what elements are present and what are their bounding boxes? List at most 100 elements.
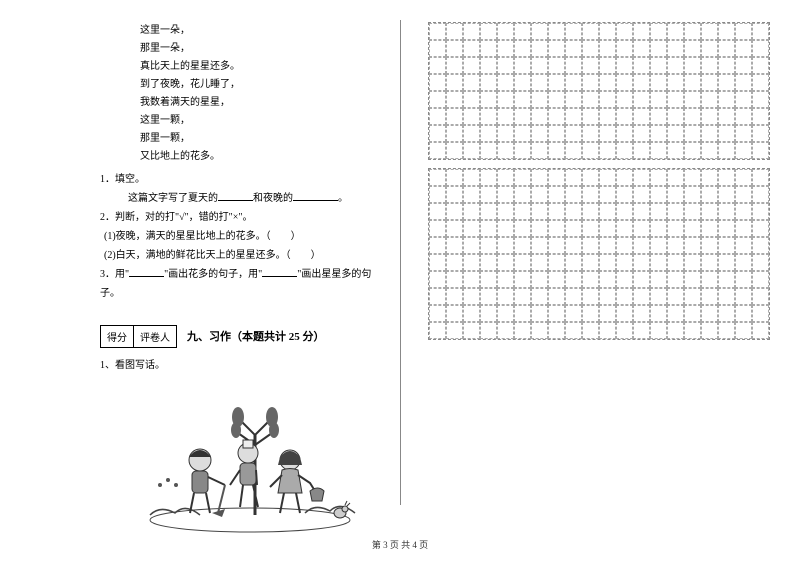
grid-cell[interactable] <box>582 288 599 305</box>
grid-cell[interactable] <box>684 74 701 91</box>
grid-cell[interactable] <box>565 57 582 74</box>
grid-cell[interactable] <box>565 23 582 40</box>
grid-cell[interactable] <box>497 288 514 305</box>
grid-cell[interactable] <box>531 23 548 40</box>
grid-cell[interactable] <box>701 125 718 142</box>
grid-cell[interactable] <box>582 203 599 220</box>
grid-cell[interactable] <box>616 57 633 74</box>
grid-cell[interactable] <box>548 125 565 142</box>
grid-cell[interactable] <box>616 254 633 271</box>
grid-cell[interactable] <box>701 220 718 237</box>
writing-grid[interactable] <box>428 22 770 160</box>
grid-cell[interactable] <box>497 220 514 237</box>
grid-cell[interactable] <box>565 203 582 220</box>
grid-cell[interactable] <box>701 57 718 74</box>
grid-cell[interactable] <box>514 40 531 57</box>
grid-cell[interactable] <box>718 237 735 254</box>
grid-cell[interactable] <box>497 57 514 74</box>
grid-cell[interactable] <box>599 220 616 237</box>
grid-cell[interactable] <box>633 220 650 237</box>
grid-cell[interactable] <box>531 108 548 125</box>
grid-cell[interactable] <box>718 23 735 40</box>
grid-cell[interactable] <box>480 57 497 74</box>
grid-cell[interactable] <box>429 142 446 159</box>
grid-cell[interactable] <box>650 220 667 237</box>
grid-cell[interactable] <box>701 254 718 271</box>
grid-cell[interactable] <box>735 23 752 40</box>
grid-cell[interactable] <box>514 23 531 40</box>
grid-cell[interactable] <box>718 125 735 142</box>
grid-cell[interactable] <box>752 203 769 220</box>
grid-cell[interactable] <box>599 271 616 288</box>
grid-cell[interactable] <box>548 40 565 57</box>
grid-cell[interactable] <box>667 169 684 186</box>
grid-cell[interactable] <box>429 91 446 108</box>
grid-cell[interactable] <box>565 220 582 237</box>
grid-cell[interactable] <box>735 254 752 271</box>
grid-cell[interactable] <box>718 108 735 125</box>
grid-cell[interactable] <box>650 322 667 339</box>
grid-cell[interactable] <box>752 271 769 288</box>
grid-cell[interactable] <box>429 220 446 237</box>
grid-cell[interactable] <box>548 142 565 159</box>
grid-cell[interactable] <box>531 288 548 305</box>
grid-cell[interactable] <box>565 186 582 203</box>
grid-cell[interactable] <box>701 108 718 125</box>
grid-cell[interactable] <box>480 203 497 220</box>
grid-cell[interactable] <box>446 237 463 254</box>
grid-cell[interactable] <box>531 169 548 186</box>
grid-cell[interactable] <box>684 169 701 186</box>
grid-cell[interactable] <box>599 40 616 57</box>
grid-cell[interactable] <box>548 237 565 254</box>
grid-cell[interactable] <box>548 186 565 203</box>
grid-cell[interactable] <box>752 57 769 74</box>
grid-cell[interactable] <box>667 108 684 125</box>
grid-cell[interactable] <box>548 23 565 40</box>
grid-cell[interactable] <box>497 142 514 159</box>
grid-cell[interactable] <box>446 57 463 74</box>
grid-cell[interactable] <box>599 169 616 186</box>
grid-cell[interactable] <box>667 220 684 237</box>
grid-cell[interactable] <box>497 203 514 220</box>
grid-cell[interactable] <box>531 74 548 91</box>
grid-cell[interactable] <box>429 23 446 40</box>
grid-cell[interactable] <box>480 288 497 305</box>
grid-cell[interactable] <box>667 288 684 305</box>
grid-cell[interactable] <box>667 322 684 339</box>
grid-cell[interactable] <box>752 108 769 125</box>
grid-cell[interactable] <box>650 23 667 40</box>
grid-cell[interactable] <box>701 186 718 203</box>
grid-cell[interactable] <box>582 74 599 91</box>
grid-cell[interactable] <box>480 305 497 322</box>
grid-cell[interactable] <box>582 220 599 237</box>
grid-cell[interactable] <box>531 203 548 220</box>
grid-cell[interactable] <box>480 108 497 125</box>
grid-cell[interactable] <box>667 125 684 142</box>
grid-cell[interactable] <box>684 271 701 288</box>
grid-cell[interactable] <box>667 254 684 271</box>
grid-cell[interactable] <box>667 91 684 108</box>
grid-cell[interactable] <box>684 142 701 159</box>
grid-cell[interactable] <box>650 169 667 186</box>
grid-cell[interactable] <box>463 237 480 254</box>
grid-cell[interactable] <box>633 74 650 91</box>
grid-cell[interactable] <box>463 203 480 220</box>
grid-cell[interactable] <box>531 322 548 339</box>
grid-cell[interactable] <box>735 220 752 237</box>
grid-cell[interactable] <box>633 40 650 57</box>
grid-cell[interactable] <box>616 23 633 40</box>
grid-cell[interactable] <box>514 237 531 254</box>
grid-cell[interactable] <box>616 125 633 142</box>
grid-cell[interactable] <box>633 186 650 203</box>
grid-cell[interactable] <box>548 203 565 220</box>
grid-cell[interactable] <box>599 91 616 108</box>
grid-cell[interactable] <box>684 254 701 271</box>
grid-cell[interactable] <box>684 237 701 254</box>
grid-cell[interactable] <box>616 108 633 125</box>
grid-cell[interactable] <box>718 288 735 305</box>
grid-cell[interactable] <box>565 271 582 288</box>
grid-cell[interactable] <box>514 322 531 339</box>
grid-cell[interactable] <box>480 186 497 203</box>
grid-cell[interactable] <box>650 91 667 108</box>
grid-cell[interactable] <box>531 142 548 159</box>
